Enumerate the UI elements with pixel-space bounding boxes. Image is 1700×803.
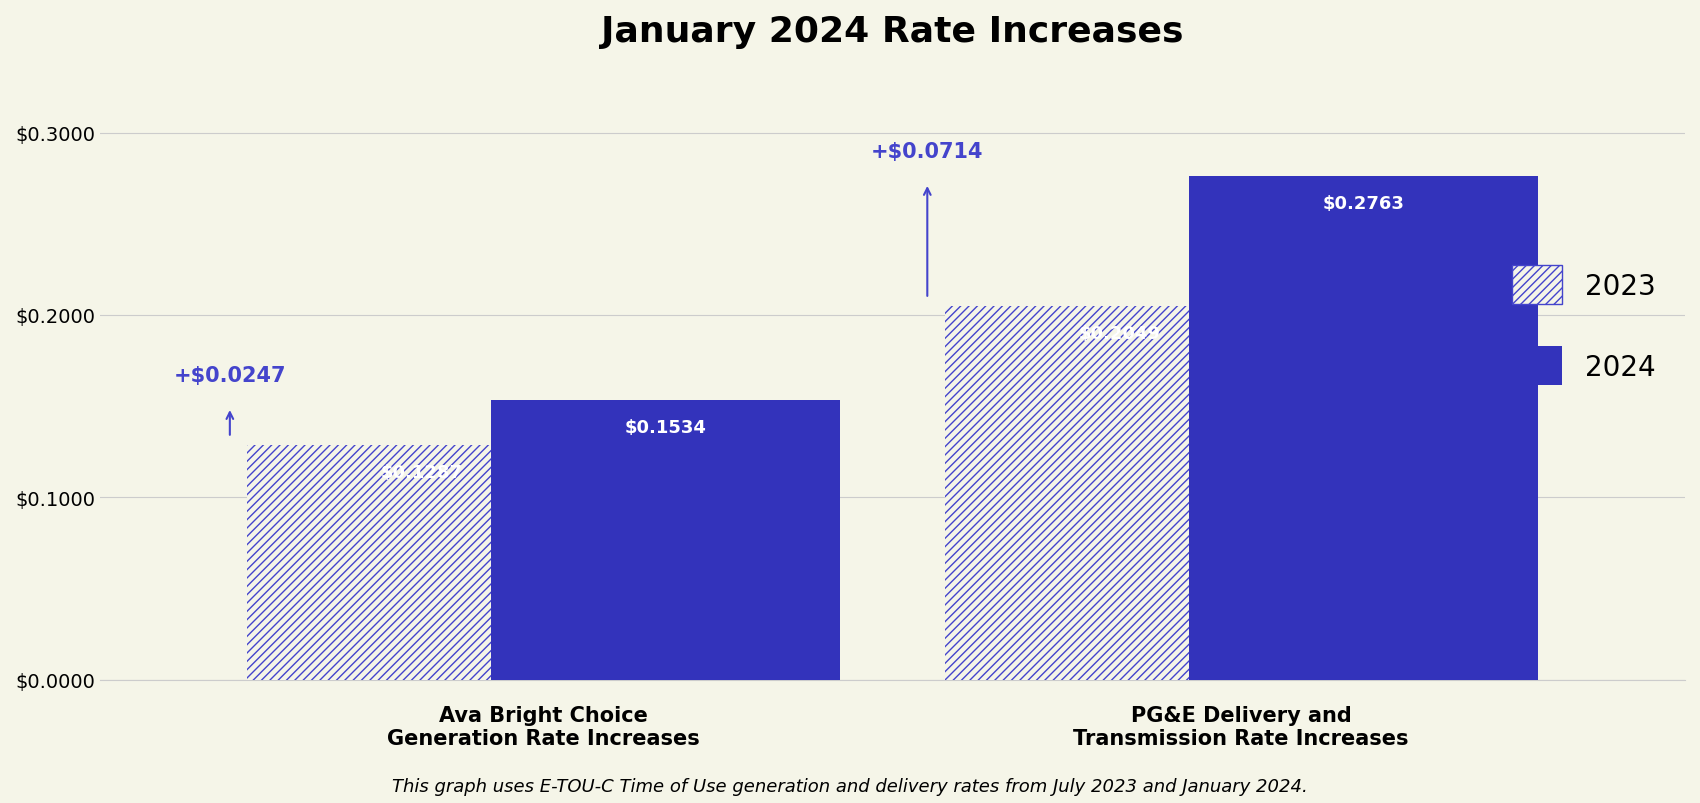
Text: +$0.0714: +$0.0714 (870, 142, 984, 162)
Bar (945, 307, 1294, 680)
Text: $0.2763: $0.2763 (1323, 195, 1404, 213)
Bar (1188, 177, 1537, 680)
Bar (246, 446, 597, 680)
Legend: 2023, 2024: 2023, 2024 (1513, 266, 1656, 386)
Text: +$0.0247: +$0.0247 (173, 366, 286, 385)
Text: $0.1287: $0.1287 (381, 463, 462, 482)
Title: January 2024 Rate Increases: January 2024 Rate Increases (602, 15, 1183, 49)
Text: $0.1534: $0.1534 (626, 418, 707, 437)
Text: $0.2049: $0.2049 (1078, 325, 1159, 343)
Text: This graph uses E-TOU-C Time of Use generation and delivery rates from July 2023: This graph uses E-TOU-C Time of Use gene… (393, 777, 1307, 795)
Bar (491, 401, 840, 680)
